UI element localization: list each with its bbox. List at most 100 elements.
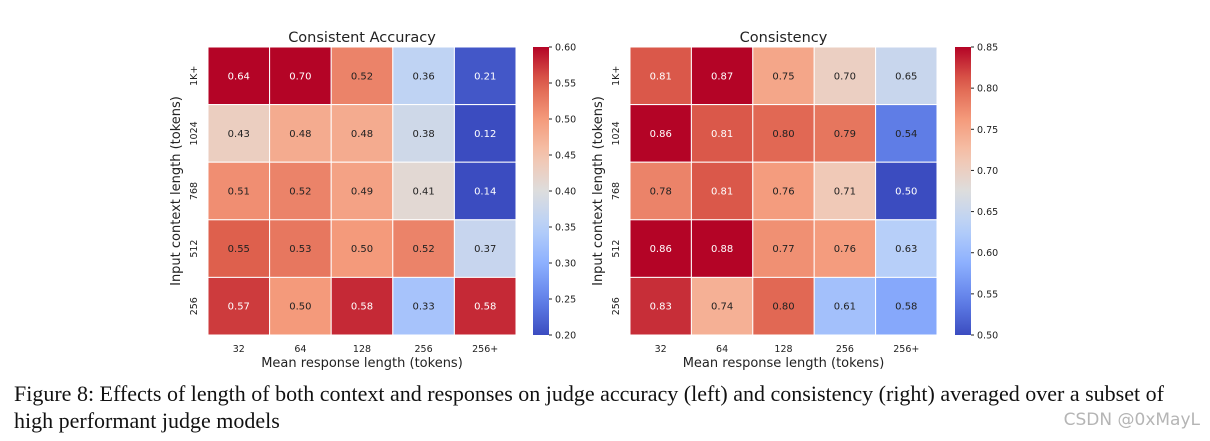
- heatmap-cell: [752, 104, 815, 163]
- y-axis-label: Input context length (tokens): [169, 96, 184, 286]
- heatmap-cell: [875, 219, 938, 278]
- heatmap-cell: [330, 276, 394, 336]
- heatmap-cell: [330, 219, 394, 278]
- chart-title: Consistency: [740, 30, 828, 46]
- cell-value-label: 0.37: [474, 244, 496, 255]
- cell-value-label: 0.86: [650, 129, 672, 140]
- cell-value-label: 0.79: [834, 129, 856, 140]
- heatmap-cell: [453, 104, 517, 163]
- cell-value-label: 0.81: [650, 71, 672, 82]
- heatmap-cell: [690, 276, 754, 336]
- cell-value-label: 0.33: [412, 302, 434, 313]
- colorbar-tick-label: 0.80: [977, 84, 998, 95]
- x-tick-label: 256: [836, 344, 854, 355]
- colorbar-tick-label: 0.60: [555, 43, 576, 54]
- figure-caption: Figure 8: Effects of length of both cont…: [14, 381, 1164, 433]
- colorbar-tick-label: 0.55: [977, 289, 998, 300]
- cell-value-label: 0.64: [228, 71, 250, 82]
- cell-value-label: 0.52: [289, 187, 311, 198]
- cell-value-label: 0.75: [772, 71, 794, 82]
- watermark: CSDN @0xMayL: [1063, 410, 1200, 430]
- heatmap-cell: [207, 276, 271, 336]
- colorbar-tick-label: 0.55: [555, 79, 576, 90]
- cell-value-label: 0.70: [834, 71, 856, 82]
- heatmap-cell: [690, 46, 754, 106]
- cell-value-label: 0.71: [834, 187, 856, 198]
- heatmap-cell: [629, 46, 692, 106]
- heatmap-cell: [752, 276, 815, 336]
- colorbar-tick-label: 0.25: [555, 295, 576, 306]
- cell-value-label: 0.41: [412, 187, 434, 198]
- y-tick-label: 1K+: [611, 66, 622, 86]
- x-axis-label: Mean response length (tokens): [261, 356, 463, 371]
- heatmap-cell: [875, 276, 938, 336]
- cell-value-label: 0.88: [711, 244, 733, 255]
- cell-value-label: 0.61: [834, 302, 856, 313]
- cell-value-label: 0.81: [711, 129, 733, 140]
- cell-value-label: 0.80: [772, 302, 794, 313]
- x-tick-label: 256+: [472, 344, 498, 355]
- colorbar-tick-label: 0.70: [977, 166, 998, 177]
- y-tick-label: 256: [189, 297, 200, 315]
- y-tick-label: 1K+: [189, 66, 200, 86]
- heatmap-cell: [330, 104, 394, 163]
- cell-value-label: 0.63: [895, 244, 917, 255]
- colorbar-tick-label: 0.65: [977, 207, 998, 218]
- cell-value-label: 0.58: [474, 302, 496, 313]
- y-tick-label: 256: [611, 297, 622, 315]
- cell-value-label: 0.76: [772, 187, 794, 198]
- y-tick-label: 1024: [611, 121, 622, 145]
- cell-value-label: 0.49: [351, 187, 373, 198]
- cell-value-label: 0.50: [289, 302, 311, 313]
- cell-value-label: 0.78: [650, 187, 672, 198]
- cell-value-label: 0.57: [228, 302, 250, 313]
- cell-value-label: 0.14: [474, 187, 496, 198]
- cell-value-label: 0.12: [474, 129, 496, 140]
- cell-value-label: 0.21: [474, 71, 496, 82]
- heatmap-cell: [629, 104, 692, 163]
- heatmap-cell: [453, 219, 517, 278]
- heatmap-cell: [207, 104, 271, 163]
- cell-value-label: 0.50: [895, 187, 917, 198]
- heatmap-cell: [330, 46, 394, 106]
- heatmap-cell: [629, 276, 692, 336]
- y-tick-label: 1024: [189, 121, 200, 145]
- heatmap-cell: [207, 46, 271, 106]
- heatmap-cell: [752, 161, 815, 221]
- x-tick-label: 32: [655, 344, 667, 355]
- heatmap-cell: [392, 161, 455, 221]
- colorbar-tick-label: 0.60: [977, 248, 998, 259]
- cell-value-label: 0.86: [650, 244, 672, 255]
- cell-value-label: 0.58: [895, 302, 917, 313]
- heatmap-cell: [875, 104, 938, 163]
- cell-value-label: 0.65: [895, 71, 917, 82]
- colorbar-tick-label: 0.50: [555, 115, 576, 126]
- heatmap-cell: [629, 161, 692, 221]
- cell-value-label: 0.38: [412, 129, 434, 140]
- colorbar-tick-label: 0.40: [555, 187, 576, 198]
- chart-title: Consistent Accuracy: [288, 30, 436, 46]
- y-tick-label: 512: [611, 240, 622, 258]
- x-tick-label: 128: [353, 344, 371, 355]
- x-tick-label: 64: [716, 344, 728, 355]
- cell-value-label: 0.48: [351, 129, 373, 140]
- cell-value-label: 0.43: [228, 129, 250, 140]
- cell-value-label: 0.83: [650, 302, 672, 313]
- cell-value-label: 0.55: [228, 244, 250, 255]
- colorbar-tick-label: 0.45: [555, 151, 576, 162]
- cell-value-label: 0.53: [289, 244, 311, 255]
- x-tick-label: 32: [233, 344, 245, 355]
- cell-value-label: 0.70: [289, 71, 311, 82]
- cell-value-label: 0.81: [711, 187, 733, 198]
- colorbar-tick-label: 0.35: [555, 223, 576, 234]
- colorbar-tick-label: 0.50: [977, 331, 998, 342]
- colorbar-tick-label: 0.75: [977, 125, 998, 136]
- cell-value-label: 0.52: [412, 244, 434, 255]
- cell-value-label: 0.77: [772, 244, 794, 255]
- cell-value-label: 0.74: [711, 302, 733, 313]
- heatmap-cell: [392, 219, 455, 278]
- heatmap-cell: [752, 46, 815, 106]
- heatmap-cell: [813, 104, 877, 163]
- heatmap-cell: [269, 276, 332, 336]
- colorbar-tick-label: 0.85: [977, 43, 998, 54]
